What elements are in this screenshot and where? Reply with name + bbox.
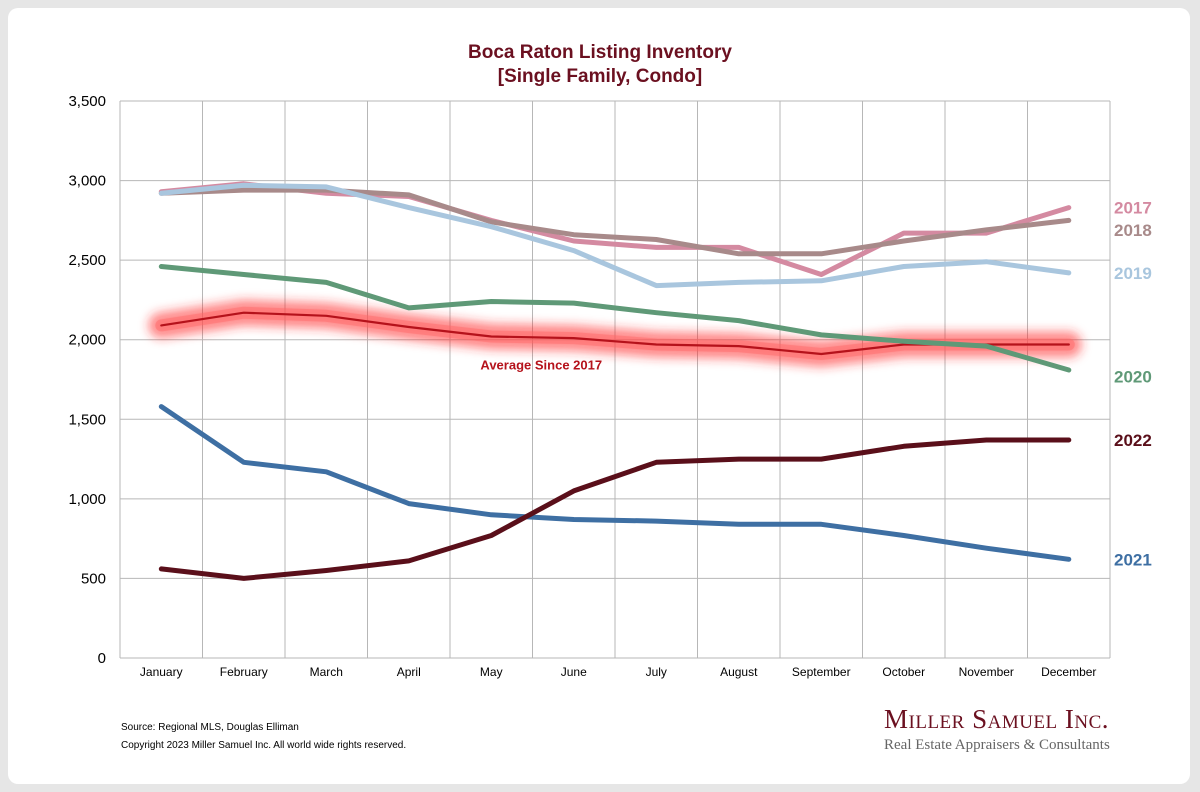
series-labels: 2017 2018 2019 2020 2021 2022 <box>1114 199 1152 570</box>
series-label-2017: 2017 <box>1114 199 1152 218</box>
y-tick-label: 1,500 <box>68 411 106 428</box>
copyright-note: Copyright 2023 Miller Samuel Inc. All wo… <box>121 740 407 751</box>
x-tick-label: May <box>480 665 503 679</box>
y-tick-label: 0 <box>98 650 106 667</box>
chart-title: Boca Raton Listing Inventory <box>468 42 732 63</box>
y-tick-label: 2,000 <box>68 332 106 349</box>
series-line-2022 <box>158 437 1072 581</box>
x-tick-label: December <box>1041 665 1096 679</box>
chart-axes: 0 500 1,000 1,500 2,000 2,500 3,000 3,500 Januar… <box>68 93 1096 679</box>
series-label-2021: 2021 <box>1114 550 1152 569</box>
series-label-2019: 2019 <box>1114 264 1152 283</box>
x-tick-label: January <box>140 665 183 679</box>
x-tick-label: November <box>959 665 1014 679</box>
y-tick-label: 1,000 <box>68 491 106 508</box>
y-tick-label: 3,500 <box>68 93 106 110</box>
source-note: Source: Regional MLS, Douglas Elliman <box>121 722 299 733</box>
x-tick-label: July <box>646 665 667 679</box>
chart-subtitle: [Single Family, Condo] <box>497 66 703 87</box>
x-tick-label: September <box>792 665 851 679</box>
series-line-2019 <box>158 182 1072 289</box>
x-tick-label: October <box>882 665 925 679</box>
x-tick-label: April <box>397 665 421 679</box>
series-label-2018: 2018 <box>1114 221 1152 240</box>
series-line-2021 <box>158 404 1072 562</box>
series-label-2022: 2022 <box>1114 431 1152 450</box>
series-line-2020 <box>158 264 1072 373</box>
x-tick-label: March <box>310 665 343 679</box>
chart-card <box>8 8 1190 784</box>
y-tick-label: 2,500 <box>68 252 106 269</box>
x-tick-label: August <box>720 665 758 679</box>
average-label: Average Since 2017 <box>480 358 602 373</box>
company-logo-tagline: Real Estate Appraisers & Consultants <box>884 737 1110 753</box>
y-tick-label: 500 <box>81 570 106 587</box>
x-tick-label: February <box>220 665 268 679</box>
y-tick-label: 3,000 <box>68 173 106 190</box>
series-line-2018 <box>158 187 1072 257</box>
series-label-2020: 2020 <box>1114 367 1152 386</box>
series-lines <box>158 181 1072 581</box>
x-tick-label: June <box>561 665 587 679</box>
company-logo-name: Miller Samuel Inc. <box>884 704 1110 734</box>
